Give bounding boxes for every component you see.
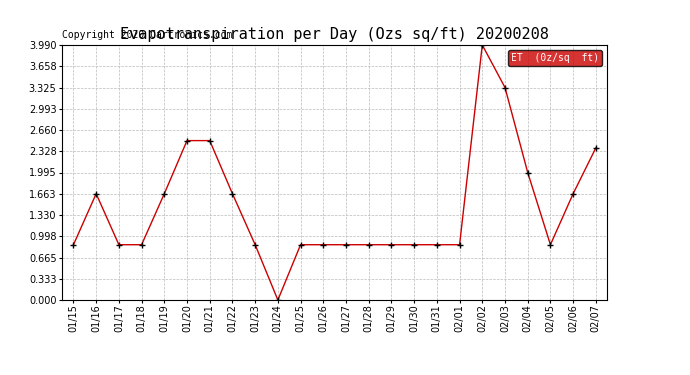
Legend: ET  (0z/sq  ft): ET (0z/sq ft) bbox=[509, 50, 602, 66]
Text: Copyright 2020 Cartronics.com: Copyright 2020 Cartronics.com bbox=[62, 30, 233, 40]
Title: Evapotranspiration per Day (Ozs sq/ft) 20200208: Evapotranspiration per Day (Ozs sq/ft) 2… bbox=[120, 27, 549, 42]
